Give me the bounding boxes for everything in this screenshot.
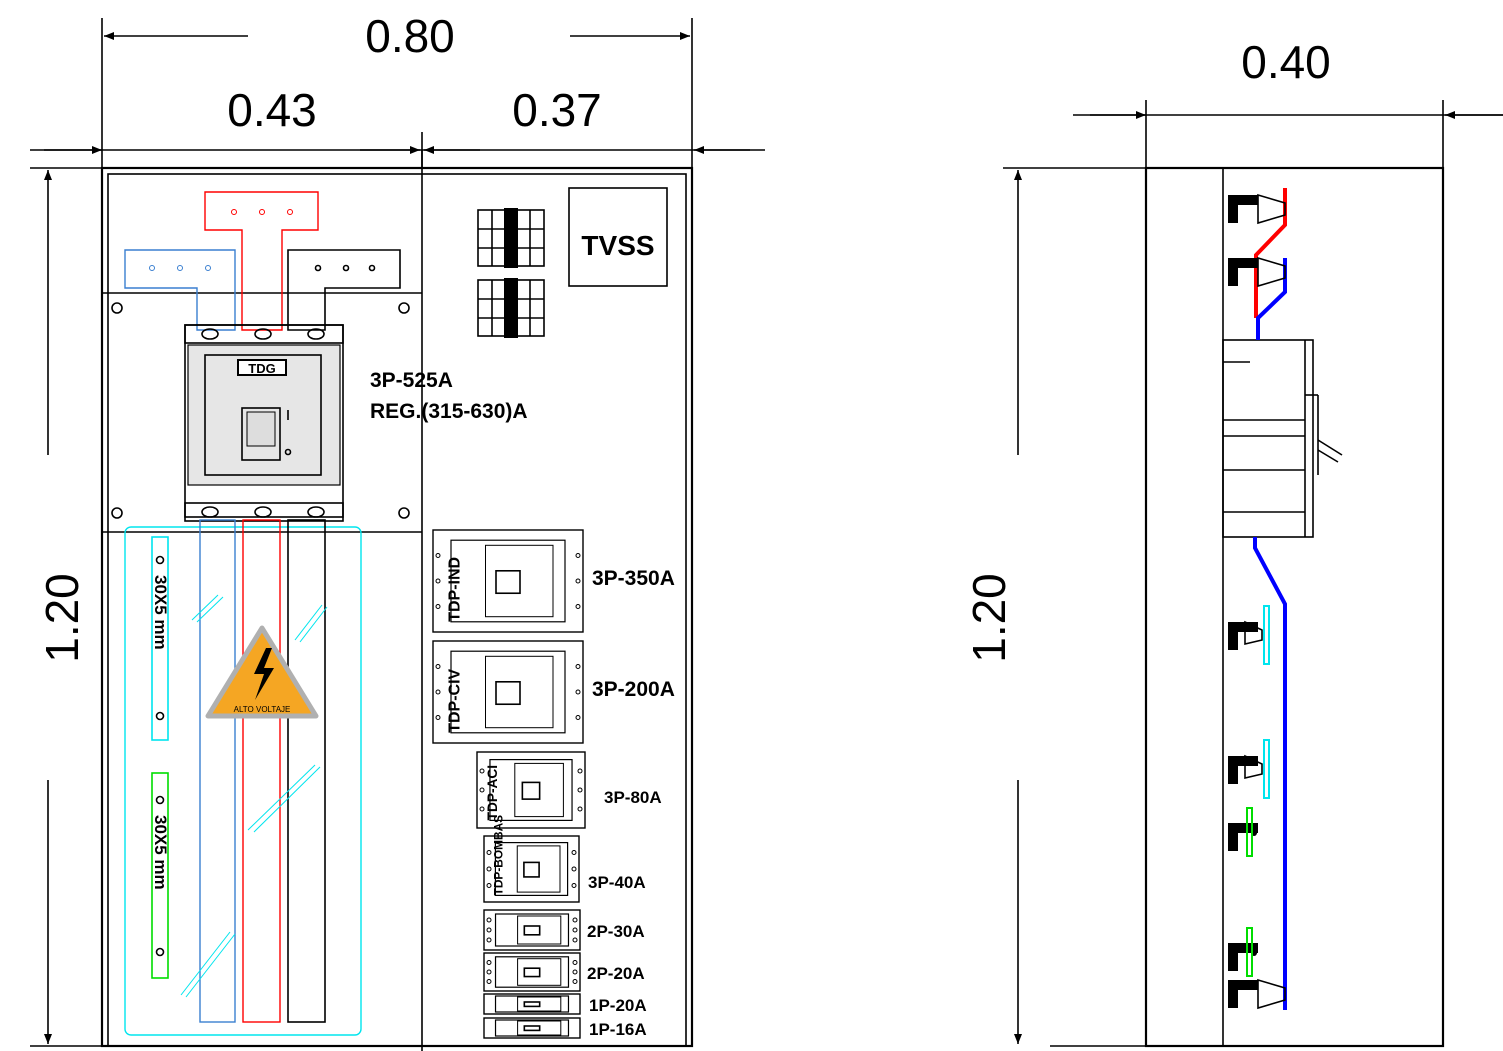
branch-breaker-rating: 2P-30A [587, 922, 645, 941]
branch-breaker: 2P-20A [483, 952, 645, 992]
insulator-icon [1228, 823, 1258, 851]
insulator-icon [1228, 620, 1263, 650]
branch-breaker-rating: 3P-350A [592, 567, 675, 590]
dim-height-front: 1.20 [36, 573, 88, 663]
branch-breaker-tag: TDP-CIV [447, 668, 464, 732]
bus-bar-label-1: 30X5 mm [151, 575, 170, 650]
bus-bar-label-2: 30X5 mm [151, 815, 170, 890]
branch-breaker: TDP-IND 3P-350A [432, 529, 675, 633]
branch-breaker-rating: 3P-80A [604, 788, 662, 807]
insulator-icon [1228, 754, 1263, 784]
branch-breaker-rating: 3P-40A [588, 873, 646, 892]
bus-bar-ground-cyan: 30X5 mm [151, 536, 170, 741]
dim-total-width: 0.80 [365, 10, 455, 62]
screw-icon [111, 302, 410, 519]
tvss-box [568, 187, 668, 287]
side-main-breaker [1222, 339, 1343, 538]
bus-neutral [287, 519, 326, 1023]
tvss-label: TVSS [581, 230, 654, 261]
dim-height-side: 1.20 [963, 573, 1015, 663]
branch-breaker-tag: TDP-IND [447, 557, 464, 622]
branch-breaker: TDP-CIV 3P-200A [432, 640, 675, 744]
insulator-icon [1228, 978, 1286, 1010]
branch-breaker-rating: 3P-200A [592, 678, 675, 701]
front-dimensions: 0.80 0.43 0.37 1.20 [30, 10, 765, 1047]
top-bus-blue [124, 249, 236, 331]
branch-breaker-rating: 1P-20A [589, 996, 647, 1015]
branch-breaker-tag: TDP-ACI [485, 765, 500, 820]
front-panel: TDG 3P-525A REG.(315-630)A [100, 150, 694, 1051]
side-panel [1144, 166, 1445, 1048]
warning-sign: ALTO VOLTAJE [205, 625, 319, 719]
branch-breaker-rating: 1P-16A [589, 1020, 647, 1039]
insulator-icon [1228, 193, 1286, 225]
branch-breaker: 1P-20A [483, 993, 647, 1015]
bus-red [242, 519, 281, 1023]
insulator-icon [1228, 256, 1286, 288]
main-breaker-reg: REG.(315-630)A [370, 400, 528, 423]
branch-breaker: 1P-16A [483, 1017, 647, 1039]
surge-breaker-2 [477, 278, 545, 338]
branch-breaker: TDP-ACI 3P-80A [476, 751, 662, 829]
bus-blue [199, 519, 236, 1023]
insulator-icon [1228, 943, 1258, 971]
top-bus-red [204, 191, 319, 331]
main-breaker-rating: 3P-525A [370, 369, 453, 392]
side-dimensions: 0.40 1.20 [963, 36, 1503, 1047]
bus-bar-ground-green: 30X5 mm [151, 772, 170, 979]
dim-depth: 0.40 [1241, 36, 1331, 88]
branch-breaker-rating: 2P-20A [587, 964, 645, 983]
dim-left-width: 0.43 [227, 84, 317, 136]
main-breaker: TDG [184, 324, 344, 522]
surge-breaker-1 [477, 208, 545, 268]
side-insulators [1228, 193, 1286, 1010]
branch-breaker: TDP-BOMBAS 3P-40A [483, 815, 646, 903]
branch-breaker: 2P-30A [483, 909, 645, 951]
branch-breakers: TDP-IND 3P-350A TDP-CIV 3P-200A TDP-ACI 3P-80… [432, 529, 675, 1039]
top-bus-neutral [287, 249, 401, 331]
dim-right-width: 0.37 [512, 84, 602, 136]
glass-hatch [180, 594, 328, 998]
branch-breaker-tag: TDP-BOMBAS [491, 815, 505, 896]
main-breaker-tag: TDG [248, 361, 275, 376]
warning-sign-text: ALTO VOLTAJE [234, 705, 291, 714]
